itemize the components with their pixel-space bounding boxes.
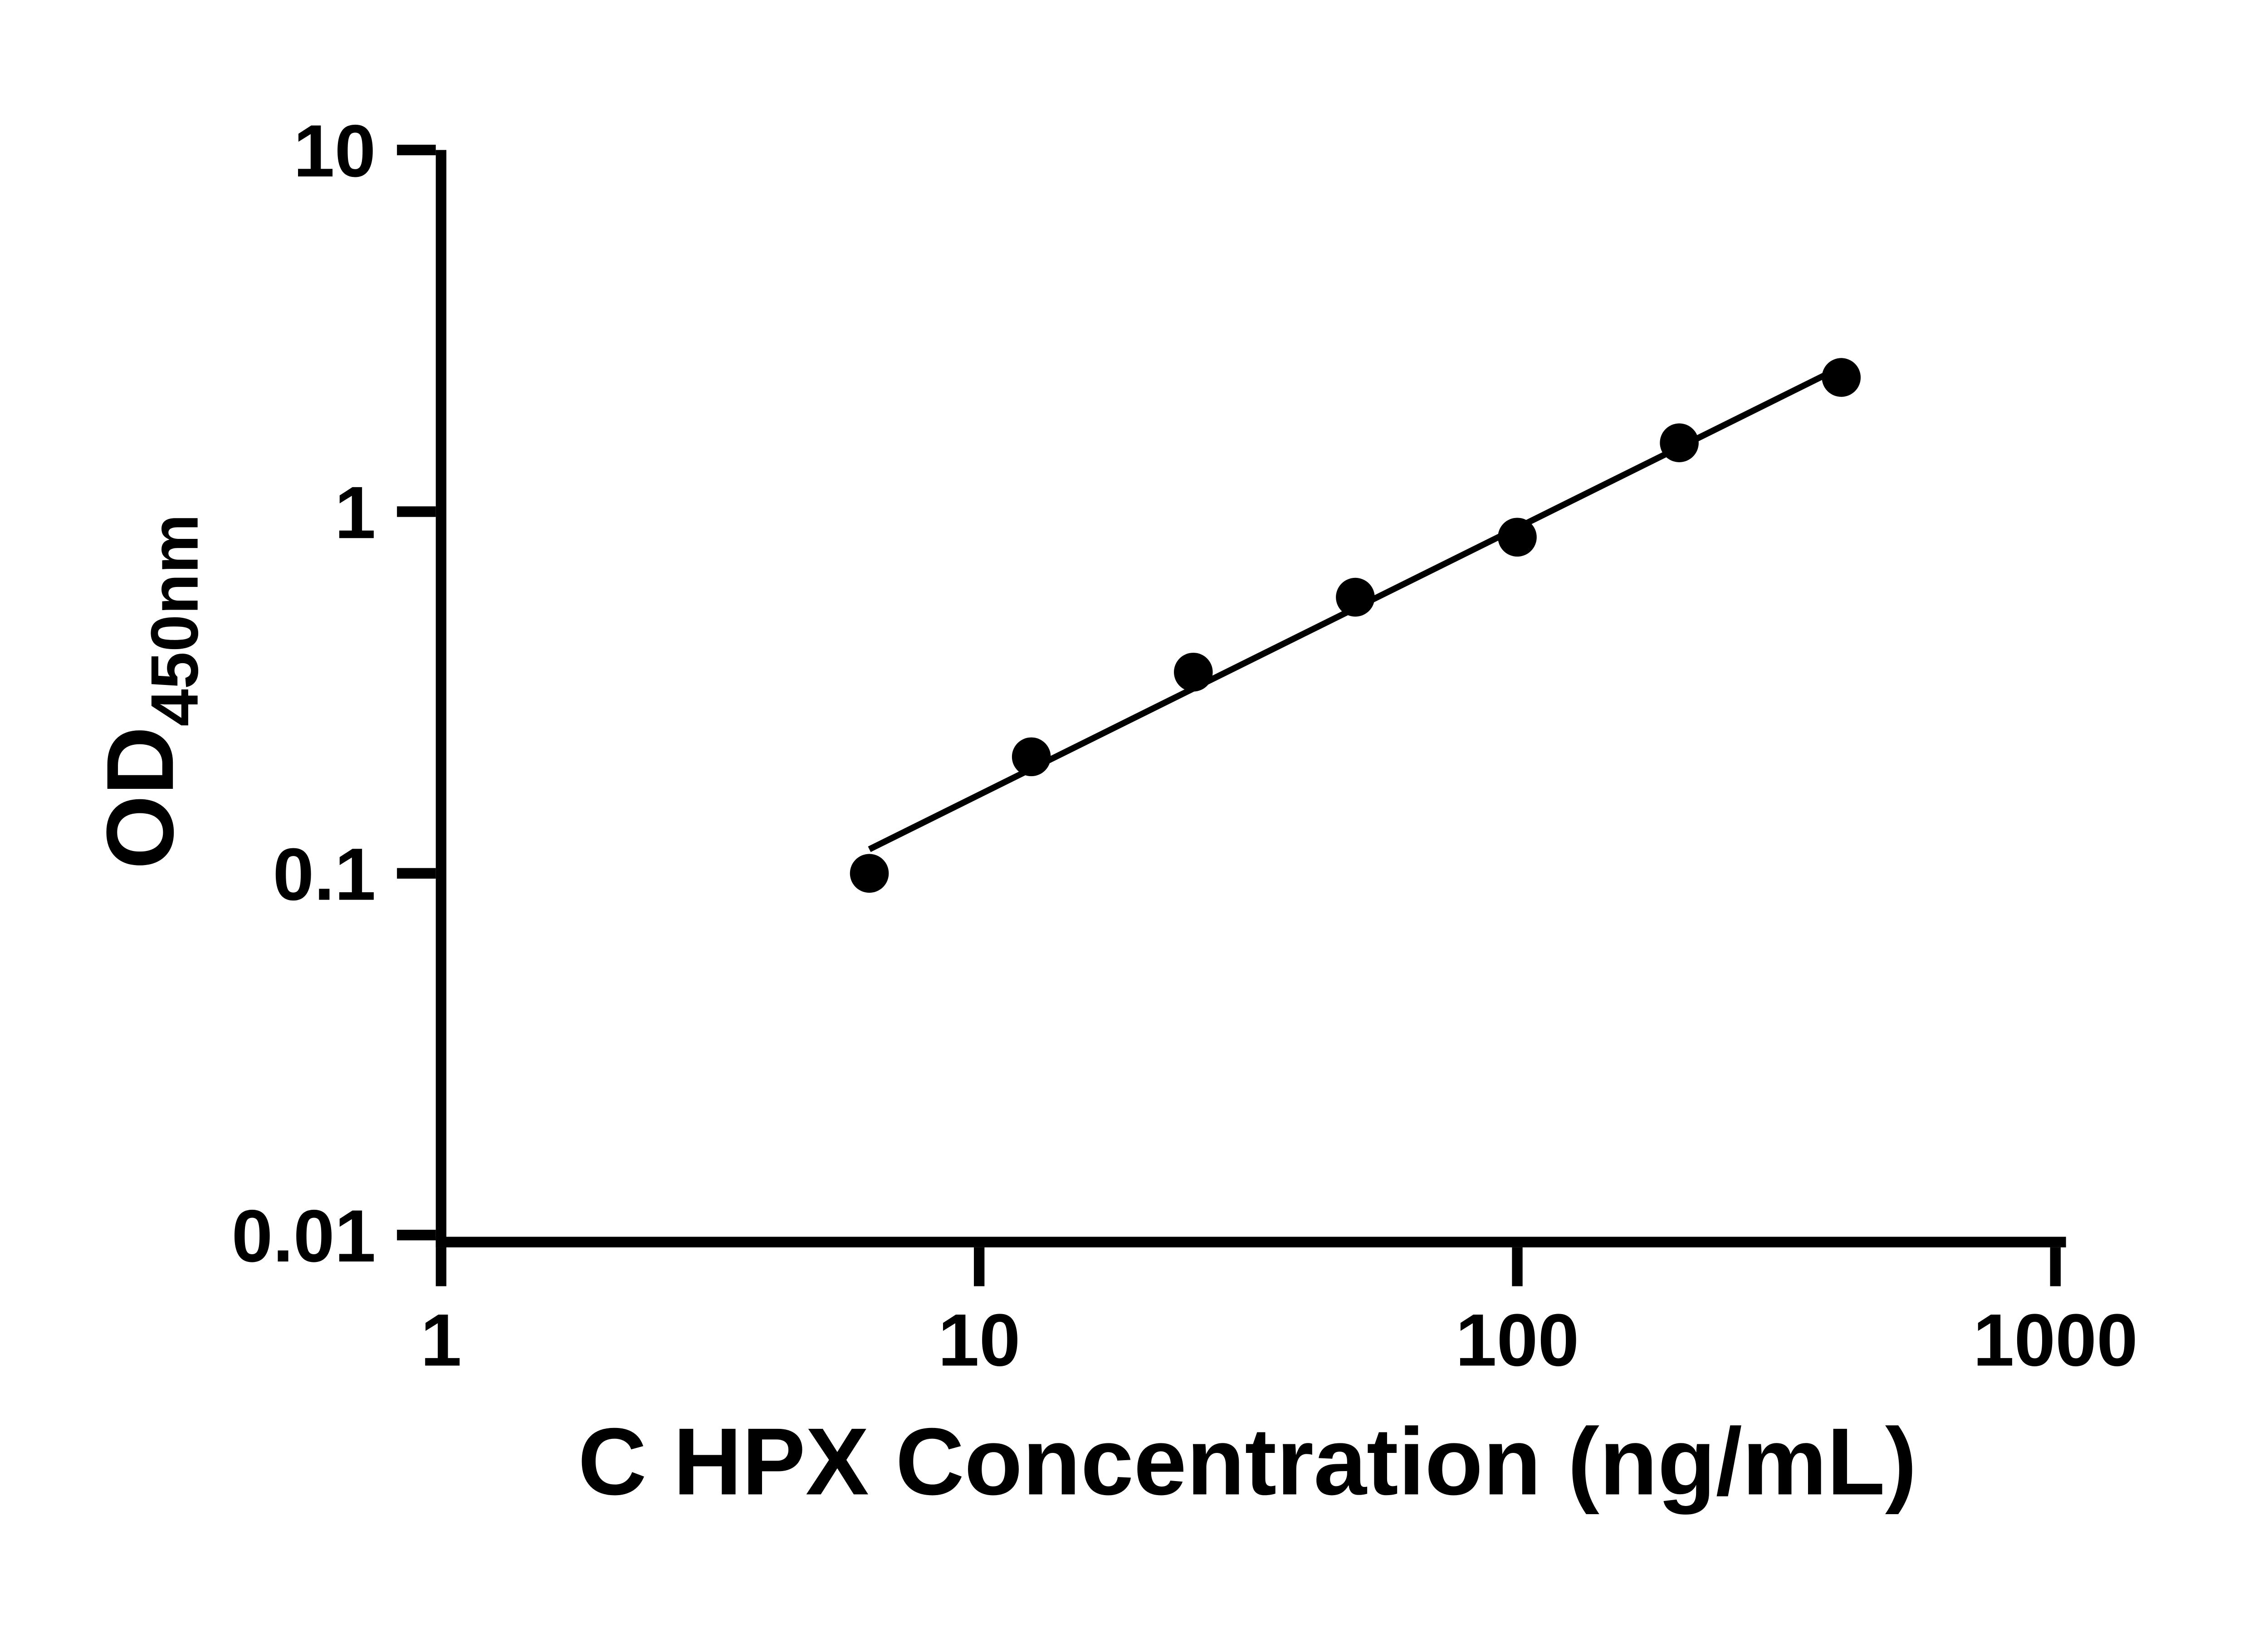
data-point <box>1336 577 1375 617</box>
data-point <box>1660 423 1699 462</box>
y-tick-label: 1 <box>335 471 376 554</box>
y-tick-label: 10 <box>293 109 376 192</box>
x-tick-label: 10 <box>938 1298 1021 1381</box>
y-tick-label: 0.1 <box>273 833 376 916</box>
y-tick-label: 0.01 <box>232 1194 376 1277</box>
y-axis-title: OD450nm <box>87 514 212 869</box>
data-point <box>1173 652 1213 692</box>
x-axis-title: C HPX Concentration (ng/mL) <box>578 1408 1917 1515</box>
data-point <box>850 854 889 893</box>
chart-page: 0.01 0.1 1 10 1 10 100 1000 C HPX Concentration… <box>87 109 2138 1515</box>
data-point <box>1498 518 1537 557</box>
data-point <box>1822 358 1861 397</box>
y-axis-title-main: OD <box>87 726 193 869</box>
y-axis-title-subscript: 450nm <box>137 514 212 726</box>
data-point <box>1012 737 1051 777</box>
x-tick-label: 1 <box>420 1298 462 1381</box>
plot-area: 0.01 0.1 1 10 1 10 100 1000 <box>232 109 2138 1382</box>
x-tick-label: 1000 <box>1973 1298 2138 1381</box>
x-tick-label: 100 <box>1456 1298 1579 1381</box>
standard-curve-chart: 0.01 0.1 1 10 1 10 100 1000 C HPX Concentration… <box>87 109 2138 1515</box>
